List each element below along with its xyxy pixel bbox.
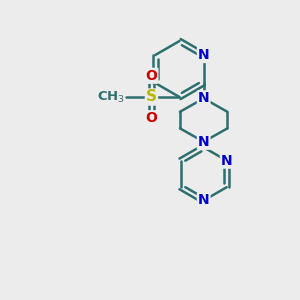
Text: O: O — [146, 69, 158, 83]
Text: N: N — [198, 48, 209, 62]
Text: O: O — [146, 111, 158, 125]
Text: N: N — [221, 154, 232, 168]
Text: N: N — [198, 92, 209, 105]
Text: S: S — [146, 89, 157, 104]
Text: N: N — [198, 194, 209, 208]
Text: N: N — [198, 135, 209, 149]
Text: CH$_3$: CH$_3$ — [97, 89, 125, 104]
